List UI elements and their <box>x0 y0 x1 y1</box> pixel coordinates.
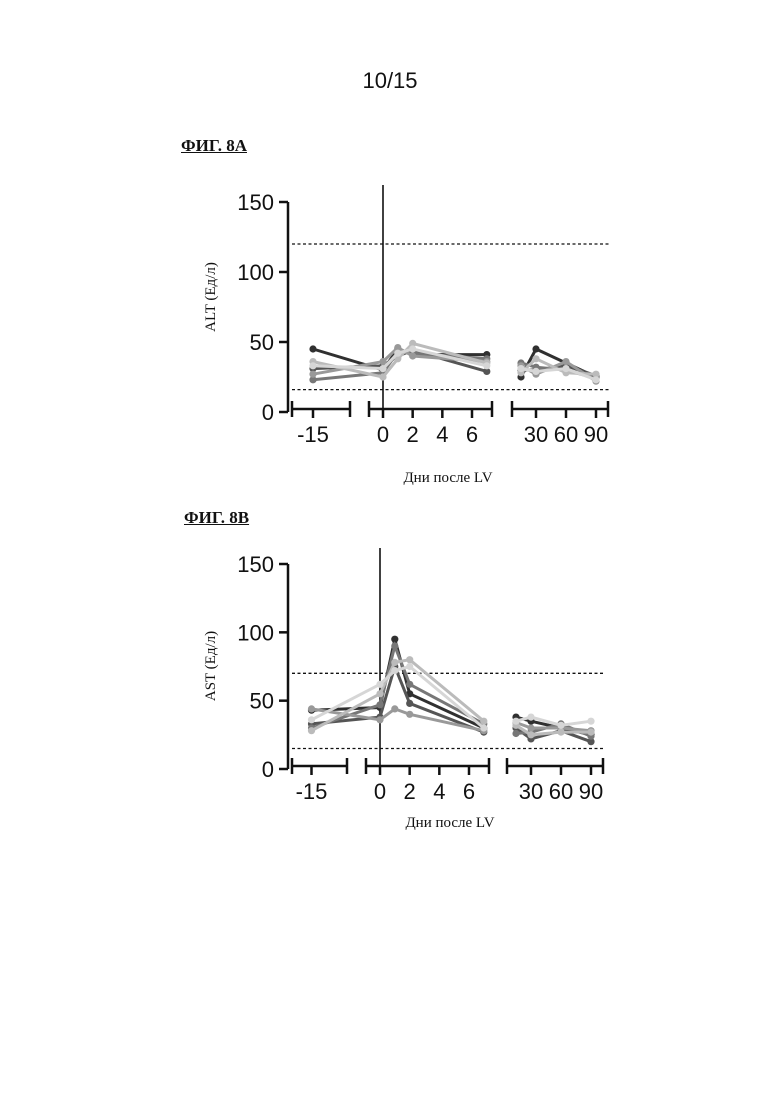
data-point <box>406 700 413 707</box>
figure-8a-title: ФИГ. 8А <box>181 136 247 156</box>
x-tick-label: 2 <box>407 422 419 447</box>
y-tick-label: 150 <box>237 552 274 577</box>
x-tick-label: 6 <box>463 779 475 804</box>
data-point <box>391 667 398 674</box>
y-axis-title: AST (Ед/л) <box>203 631 219 701</box>
data-point <box>527 724 534 731</box>
data-point <box>379 365 386 372</box>
x-axis-title: Дни после LV <box>403 470 492 486</box>
data-point <box>587 718 594 725</box>
data-point <box>517 365 524 372</box>
data-point <box>409 345 416 352</box>
y-tick-label: 50 <box>250 689 274 714</box>
data-point <box>592 376 599 383</box>
x-tick-label: 6 <box>466 422 478 447</box>
data-point <box>532 355 539 362</box>
data-point <box>309 362 316 369</box>
data-point <box>376 681 383 688</box>
data-point <box>532 345 539 352</box>
y-tick-label: 100 <box>237 260 274 285</box>
data-point <box>483 362 490 369</box>
data-point <box>308 727 315 734</box>
x-tick-label: 0 <box>374 779 386 804</box>
x-tick-label: 4 <box>436 422 448 447</box>
x-tick-label: -15 <box>296 779 328 804</box>
y-tick-label: 0 <box>262 400 274 425</box>
data-point <box>308 716 315 723</box>
x-tick-label: 30 <box>524 422 548 447</box>
data-point <box>480 718 487 725</box>
x-tick-label: 60 <box>554 422 578 447</box>
data-point <box>562 365 569 372</box>
data-point <box>391 705 398 712</box>
ast-chart: 050100150-150246306090AST (Ед/л)Дни посл… <box>0 548 780 868</box>
x-tick-label: 0 <box>377 422 389 447</box>
data-point <box>309 371 316 378</box>
data-point <box>406 663 413 670</box>
data-point <box>376 701 383 708</box>
data-point <box>391 642 398 649</box>
data-point <box>308 705 315 712</box>
data-point <box>527 731 534 738</box>
data-point <box>406 711 413 718</box>
data-point <box>587 729 594 736</box>
y-axis-title: ALT (Ед/л) <box>203 262 219 332</box>
page-number: 10/15 <box>0 68 780 94</box>
x-axis-title: Дни после LV <box>405 815 494 831</box>
data-point <box>376 690 383 697</box>
data-point <box>512 718 519 725</box>
data-point <box>562 358 569 365</box>
x-tick-label: 4 <box>433 779 445 804</box>
data-point <box>557 722 564 729</box>
data-point <box>406 681 413 688</box>
x-tick-label: 90 <box>579 779 603 804</box>
data-point <box>480 724 487 731</box>
y-tick-label: 50 <box>250 330 274 355</box>
figure-8b-title: ФИГ. 8В <box>184 508 249 528</box>
alt-chart: 050100150-150246306090ALT (Ед/л)Дни посл… <box>0 185 780 505</box>
data-point <box>391 659 398 666</box>
data-point <box>309 345 316 352</box>
x-tick-label: 90 <box>584 422 608 447</box>
y-tick-label: 150 <box>237 190 274 215</box>
x-tick-label: -15 <box>297 422 329 447</box>
data-point <box>532 368 539 375</box>
data-point <box>379 373 386 380</box>
data-point <box>512 730 519 737</box>
data-point <box>409 352 416 359</box>
y-tick-label: 100 <box>237 620 274 645</box>
data-point <box>394 350 401 357</box>
x-tick-label: 60 <box>549 779 573 804</box>
y-tick-label: 0 <box>262 757 274 782</box>
data-point <box>376 716 383 723</box>
data-point <box>391 636 398 643</box>
data-point <box>557 729 564 736</box>
x-tick-label: 2 <box>404 779 416 804</box>
x-tick-label: 30 <box>519 779 543 804</box>
data-point <box>527 714 534 721</box>
data-point <box>406 656 413 663</box>
